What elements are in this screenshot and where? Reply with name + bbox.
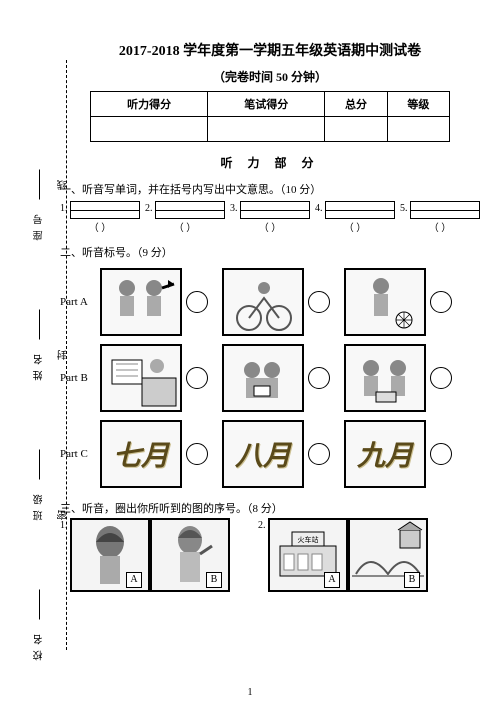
q2-part-b: Part B — [60, 344, 480, 412]
q1-paren: （ ） — [315, 219, 395, 234]
listening-section-title: 听 力 部 分 — [60, 154, 480, 171]
q3-group: A B — [70, 518, 230, 592]
q2-part-a: Part A — [60, 268, 480, 336]
q1-num: 3. — [230, 201, 240, 214]
answer-circle — [430, 367, 452, 389]
answer-circle — [308, 367, 330, 389]
picture-box — [222, 268, 304, 336]
q1-instruction: 一、听音写单词，并在括号内写出中文意思。（10 分） — [60, 181, 480, 197]
picture-box: 八月 — [222, 420, 304, 488]
svg-text:火车站: 火车站 — [298, 535, 319, 544]
binding-field-class: 班级 — [32, 450, 47, 521]
page-content: 2017-2018 学年度第一学期五年级英语期中测试卷 （完卷时间 50 分钟）… — [60, 40, 480, 592]
part-label: Part C — [60, 448, 100, 460]
picture-box: 七月 — [100, 420, 182, 488]
binding-field-seat: 座号 — [32, 170, 47, 241]
option-letter: B — [206, 572, 222, 588]
q1-num: 1. — [60, 201, 70, 214]
option-letter: A — [126, 572, 142, 588]
q3-option-box: 火车站 A — [268, 518, 348, 592]
q3-group: 火车站 A B — [268, 518, 428, 592]
q1-answer-box — [155, 201, 225, 219]
q1-paren: （ ） — [400, 219, 480, 234]
answer-circle — [430, 291, 452, 313]
q2-instruction: 二、听音标号。（9 分） — [60, 244, 480, 260]
q3-num: 1. — [60, 518, 70, 531]
part-label: Part A — [60, 296, 100, 308]
score-table: 听力得分 笔试得分 总分 等级 — [90, 91, 450, 142]
q3-option-box: A — [70, 518, 150, 592]
option-letter: B — [404, 572, 420, 588]
picture-box — [100, 344, 182, 412]
q1-paren-row: （ ） （ ） （ ） （ ） （ ） — [60, 219, 480, 234]
binding-edge: 座号 线 姓名 封 班级 密 校名 — [18, 0, 54, 706]
q3-instruction: 三、听音，圈出你所听到的图的序号。（8 分） — [60, 500, 480, 516]
q1-answer-box — [70, 201, 140, 219]
score-header-listening: 听力得分 — [91, 92, 208, 117]
picture-box: 九月 — [344, 420, 426, 488]
answer-circle — [186, 367, 208, 389]
score-header-grade: 等级 — [387, 92, 449, 117]
score-header-written: 笔试得分 — [208, 92, 325, 117]
q1-answer-box — [325, 201, 395, 219]
month-text: 七月 — [113, 434, 169, 474]
score-cell — [325, 117, 387, 142]
score-cell — [208, 117, 325, 142]
q1-row: 1. 2. 3. 4. 5. — [60, 201, 480, 219]
month-text: 八月 — [235, 434, 291, 474]
q1-num: 4. — [315, 201, 325, 214]
score-cell — [387, 117, 449, 142]
q1-paren: （ ） — [145, 219, 225, 234]
picture-box — [100, 268, 182, 336]
answer-circle — [308, 443, 330, 465]
q3-option-box: B — [348, 518, 428, 592]
q1-num: 5. — [400, 201, 410, 214]
q1-answer-box — [240, 201, 310, 219]
q3-option-box: B — [150, 518, 230, 592]
answer-circle — [308, 291, 330, 313]
answer-circle — [186, 291, 208, 313]
q2-part-c: Part C 七月 八月 九月 — [60, 420, 480, 488]
score-header-total: 总分 — [325, 92, 387, 117]
exam-title: 2017-2018 学年度第一学期五年级英语期中测试卷 — [60, 40, 480, 60]
picture-box — [344, 268, 426, 336]
answer-circle — [430, 443, 452, 465]
q1-answer-box — [410, 201, 480, 219]
binding-field-name: 姓名 — [32, 310, 47, 381]
picture-box — [222, 344, 304, 412]
page-number: 1 — [0, 687, 500, 698]
exam-subtitle: （完卷时间 50 分钟） — [60, 68, 480, 85]
picture-box — [344, 344, 426, 412]
answer-circle — [186, 443, 208, 465]
month-text: 九月 — [357, 434, 413, 474]
q1-paren: （ ） — [230, 219, 310, 234]
option-letter: A — [324, 572, 340, 588]
part-label: Part B — [60, 372, 100, 384]
q1-num: 2. — [145, 201, 155, 214]
q3-num: 2. — [258, 518, 268, 531]
binding-field-school: 校名 — [32, 590, 47, 661]
q3-row: 1. A B 2. 火车站 A B — [60, 518, 480, 592]
q1-paren: （ ） — [60, 219, 140, 234]
score-cell — [91, 117, 208, 142]
